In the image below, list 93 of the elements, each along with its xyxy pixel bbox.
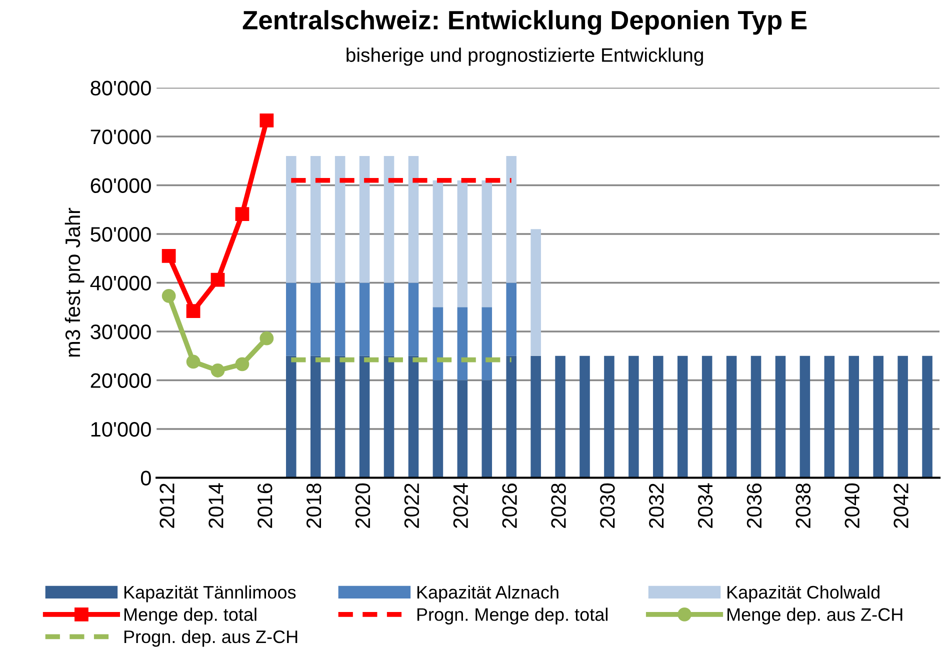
point: [260, 113, 274, 128]
point: [162, 288, 176, 303]
x-tick-label: 2032: [648, 484, 664, 528]
point: [235, 357, 250, 372]
bar: [873, 356, 884, 478]
x-tick-label: 2012: [160, 484, 174, 528]
bar: [334, 282, 346, 356]
y-tick-label: 50'000: [90, 227, 151, 242]
bar: [604, 356, 614, 478]
y-tick-label: 0: [140, 470, 151, 486]
bar: [482, 307, 492, 380]
bar: [506, 356, 516, 478]
bar: [384, 356, 394, 478]
bar: [580, 356, 590, 478]
bar: [334, 156, 346, 283]
bar: [286, 282, 296, 356]
y-axis-title: m3 fest pro Jahr: [64, 208, 84, 357]
x-tick-label: 2042: [894, 484, 908, 528]
bar: [530, 229, 541, 356]
bar: [384, 156, 394, 283]
bar: [482, 180, 492, 308]
legend-label: Progn. Menge dep. total: [417, 608, 608, 624]
bar: [506, 156, 516, 283]
bar: [310, 356, 321, 478]
x-tick-label: 2018: [306, 484, 322, 528]
point: [162, 248, 176, 263]
bar: [384, 282, 394, 356]
bar: [408, 282, 419, 356]
bar: [702, 356, 712, 478]
bar: [800, 356, 810, 478]
y-tick-label: 60'000: [90, 178, 151, 194]
point: [186, 304, 200, 318]
point: [210, 364, 225, 378]
bar: [848, 356, 860, 478]
bar: [408, 356, 419, 478]
chart-subtitle: bisherige und prognostizierte Entwicklung: [346, 48, 703, 66]
bar: [359, 356, 370, 478]
x-tick-label: 2022: [404, 484, 420, 528]
legend-label: Kapazität Tännlimoos: [124, 585, 296, 602]
bar: [457, 380, 468, 478]
y-tick-label: 80'000: [90, 80, 151, 96]
bar: [334, 356, 346, 478]
chart-title: Zentralschweiz: Entwicklung Deponien Typ E: [242, 10, 807, 35]
point: [186, 354, 200, 369]
point: [210, 272, 225, 287]
bar: [359, 156, 370, 283]
bar: [457, 180, 468, 308]
x-tick-label: 2034: [698, 483, 713, 528]
legend-label: Progn. dep. aus Z-CH: [124, 630, 298, 647]
bar: [750, 356, 762, 478]
y-tick-label: 20'000: [90, 373, 151, 388]
legend-label: Menge dep. total: [124, 608, 256, 624]
x-tick-label: 2024: [453, 483, 468, 528]
point: [260, 331, 274, 346]
x-tick-label: 2016: [258, 484, 272, 528]
bar: [432, 380, 444, 478]
bar: [408, 156, 419, 283]
bar: [726, 356, 737, 478]
bar: [310, 156, 321, 283]
bar: [482, 380, 492, 478]
bar: [922, 356, 932, 478]
y-tick-label: 40'000: [90, 276, 151, 291]
bar: [286, 356, 296, 478]
bar: [775, 356, 786, 478]
legend-label: Kapazität Cholwald: [728, 585, 880, 602]
bar: [457, 307, 468, 380]
x-tick-label: 2040: [844, 483, 860, 528]
bar: [898, 356, 908, 478]
bar: [653, 356, 664, 478]
x-tick-label: 2026: [502, 484, 517, 528]
x-tick-label: 2014: [208, 483, 224, 528]
bar: [677, 356, 688, 478]
x-tick-label: 2038: [796, 484, 811, 528]
x-tick-label: 2030: [600, 483, 615, 528]
x-tick-label: 2036: [746, 484, 762, 528]
bar: [432, 180, 444, 308]
y-tick-label: 70'000: [90, 130, 151, 144]
bar: [286, 156, 296, 283]
bar: [310, 282, 321, 356]
bar: [530, 356, 541, 478]
bar: [824, 356, 835, 478]
point: [235, 207, 250, 221]
bar: [628, 356, 639, 478]
legend-label: Menge dep. aus Z-CH: [728, 608, 902, 624]
bar: [506, 282, 516, 356]
bar: [555, 356, 566, 478]
y-tick-label: 30'000: [90, 324, 151, 340]
legend-label: Kapazität Alznach: [417, 585, 558, 602]
bar: [359, 282, 370, 356]
bar: [432, 307, 444, 380]
y-tick-label: 10'000: [91, 422, 151, 437]
x-tick-label: 2028: [551, 484, 566, 528]
x-tick-label: 2020: [355, 483, 370, 528]
